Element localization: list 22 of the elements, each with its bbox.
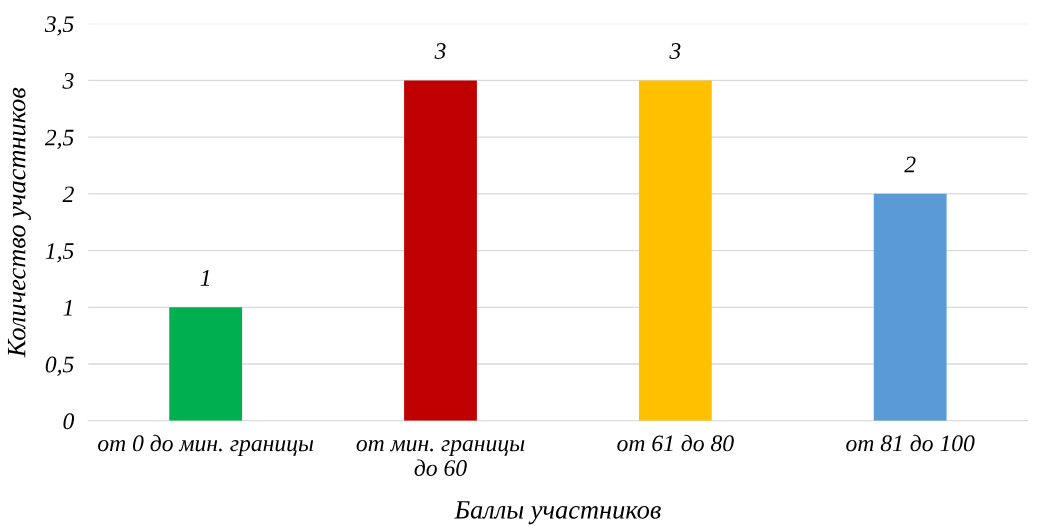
y-tick-label: 1 (63, 299, 72, 316)
y-tick-label: 0,5 (45, 356, 74, 376)
y-tick-label: 3 (62, 72, 74, 89)
data-label: 2 (904, 156, 916, 173)
x-tick-label: от 81 до 100 (846, 434, 975, 452)
bar (404, 80, 477, 421)
bar (873, 193, 947, 421)
y-tick-label: 1,5 (45, 243, 74, 263)
data-label: 3 (669, 43, 681, 59)
y-tick-label: 3,5 (44, 16, 74, 36)
x-tick-label: от 61 до 80 (617, 434, 734, 452)
bar (638, 80, 712, 421)
y-axis-title: Количество участников (7, 87, 31, 358)
y-tick-label: 2,5 (44, 129, 74, 149)
data-label: 1 (200, 270, 210, 286)
x-axis-title: Баллы участников (454, 501, 661, 525)
y-tick-label: 2 (62, 186, 74, 203)
x-tick-label: от 0 до мин. границы (98, 434, 314, 457)
bar (169, 307, 243, 421)
data-label: 3 (434, 43, 446, 59)
y-tick-label: 0 (63, 413, 75, 430)
x-tick-label: от мин. границы до 60 (356, 439, 525, 476)
